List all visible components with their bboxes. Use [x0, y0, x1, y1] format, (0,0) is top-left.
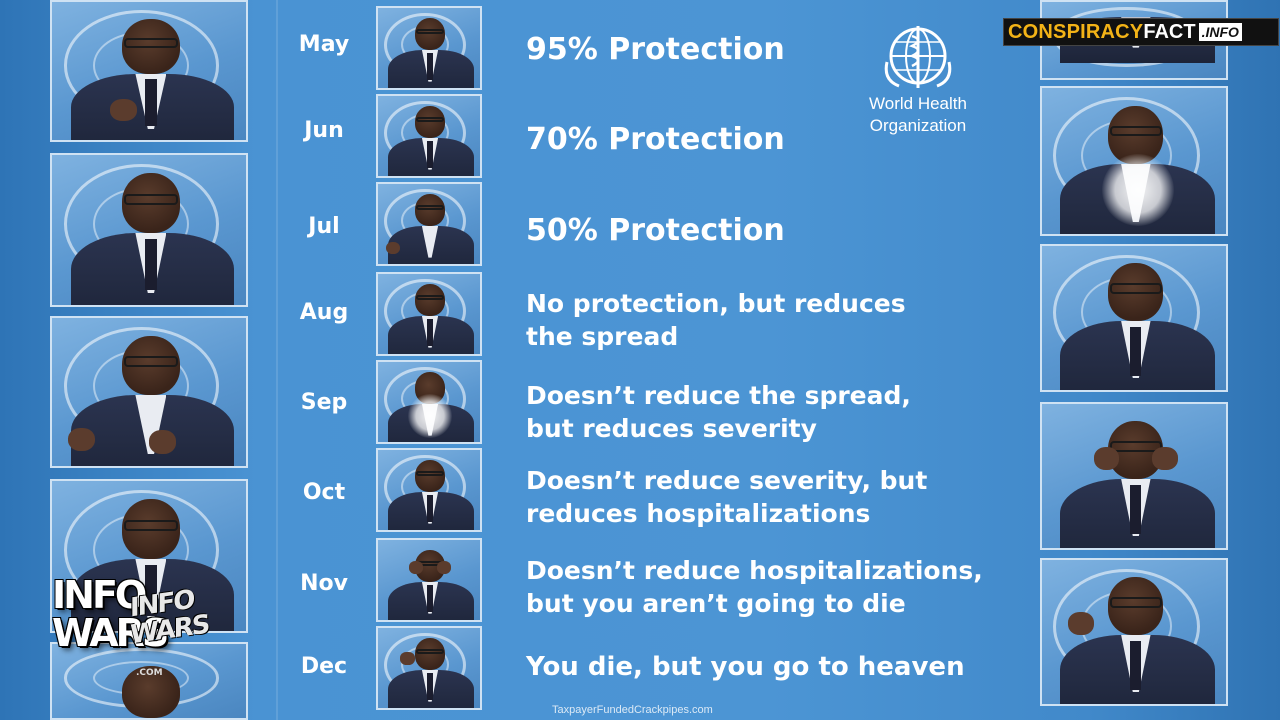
statement-sep-line2: but reduces severity: [526, 414, 817, 443]
conspiracyfact-logo: CONSPIRACY FACT .INFO: [1003, 18, 1279, 46]
infowars-word1: INFO WARS: [52, 573, 169, 655]
month-may: May: [298, 32, 350, 57]
thumb-dec: [376, 626, 482, 710]
thumb-jun: [376, 94, 482, 178]
infowars-com: .COM: [136, 668, 163, 678]
who-name-line2: Organization: [869, 116, 967, 135]
infowars-word2: INFO WARS: [130, 584, 209, 651]
month-oct: Oct: [302, 480, 346, 505]
statement-nov-line1: Doesn’t reduce hospitalizations,: [526, 556, 983, 585]
statement-jun: 70% Protection: [526, 122, 785, 157]
who-logo: World Health Organization: [856, 22, 980, 144]
right-photo-4: [1040, 402, 1228, 550]
month-jul: Jul: [308, 214, 340, 239]
month-aug: Aug: [299, 300, 349, 325]
statement-sep-line1: Doesn’t reduce the spread,: [526, 381, 911, 410]
month-sep: Sep: [300, 390, 348, 415]
thumb-oct: [376, 448, 482, 532]
statement-oct-line2: reduces hospitalizations: [526, 499, 871, 528]
statement-oct-line1: Doesn’t reduce severity, but: [526, 466, 928, 495]
statement-aug-line2: the spread: [526, 322, 679, 351]
logo-part-info: .INFO: [1198, 23, 1242, 41]
logo-part-conspiracy: CONSPIRACY: [1008, 20, 1144, 43]
statement-aug-line1: No protection, but reduces: [526, 289, 906, 318]
left-photo-4: [50, 479, 248, 633]
thumb-may: [376, 6, 482, 90]
right-photo-3: [1040, 244, 1228, 392]
statement-jul: 50% Protection: [526, 213, 785, 248]
thumb-jul: [376, 182, 482, 266]
thumb-aug: [376, 272, 482, 356]
left-photo-2: [50, 153, 248, 307]
footer-credit: TaxpayerFundedCrackpipes.com: [552, 704, 713, 716]
infowars-watermark: INFO WARS INFO WARS .COM: [52, 572, 208, 684]
right-photo-5: [1040, 558, 1228, 706]
left-photo-3: [50, 316, 248, 468]
thumb-nov: [376, 538, 482, 622]
column-divider: [276, 0, 278, 720]
right-photo-2: [1040, 86, 1228, 236]
left-photo-5: [50, 642, 248, 720]
logo-part-fact: FACT: [1143, 20, 1196, 43]
month-jun: Jun: [304, 118, 344, 143]
month-nov: Nov: [300, 571, 348, 596]
month-dec: Dec: [300, 654, 348, 679]
left-photo-1: [50, 0, 248, 142]
statement-may: 95% Protection: [526, 32, 785, 67]
who-emblem-icon: [879, 22, 957, 92]
thumb-sep: [376, 360, 482, 444]
statement-dec: You die, but you go to heaven: [526, 652, 965, 682]
who-name-line1: World Health: [869, 94, 967, 113]
statement-nov-line2: but you aren’t going to die: [526, 589, 906, 618]
